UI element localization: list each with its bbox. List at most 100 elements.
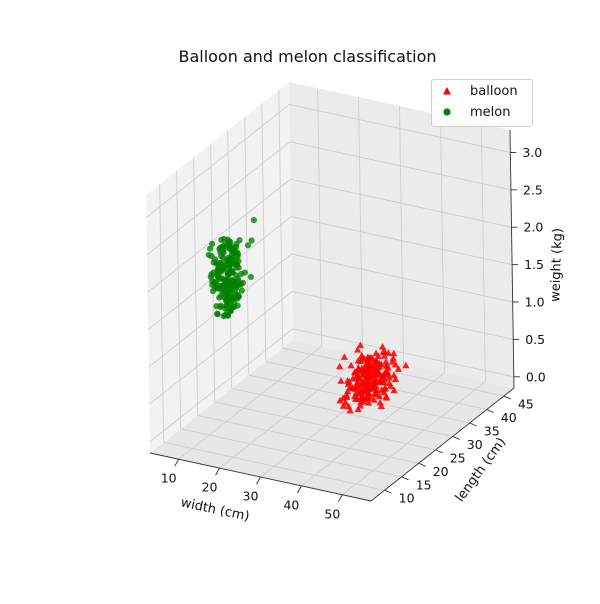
melon-point [224, 269, 231, 276]
balloon-point [358, 393, 366, 400]
melon-point [222, 297, 230, 304]
balloon-point [378, 343, 387, 350]
melon-point [218, 267, 226, 274]
balloon-point [346, 406, 354, 414]
balloon-point [377, 402, 385, 409]
balloon-point [385, 379, 394, 387]
balloon-point [339, 402, 347, 409]
balloon-point [344, 377, 352, 384]
balloon-point [356, 401, 364, 409]
y-tick-mark [384, 489, 392, 494]
y-tick-label: 10 [399, 491, 415, 506]
balloon-point [354, 405, 362, 413]
balloon-point [365, 365, 373, 372]
grid-line-z [147, 178, 291, 293]
balloon-point [351, 395, 360, 402]
x-tick-label: 10 [161, 471, 177, 486]
chart-title: Balloon and melon classification [178, 47, 437, 66]
x-tick-label: 20 [202, 480, 218, 495]
grid-line-y [261, 103, 267, 362]
y-tick-mark [452, 436, 460, 440]
legend-item-melon: melon [432, 102, 510, 122]
grid-line-x [480, 123, 486, 382]
grid-line-y [193, 157, 199, 416]
grid-line-z [291, 253, 513, 303]
balloon-point [374, 352, 382, 360]
balloon-point [389, 354, 397, 362]
melon-point [220, 255, 227, 262]
melon-point [248, 237, 255, 244]
grid-line-x [219, 354, 363, 469]
melon-point [214, 272, 221, 279]
melon-point [226, 245, 233, 252]
grid-line-y [282, 347, 504, 397]
y-tick-label: 30 [467, 437, 483, 452]
balloon-point [349, 374, 357, 382]
balloon-point [354, 367, 362, 375]
grid-line-x [178, 345, 322, 460]
grid-line-x [399, 105, 404, 365]
melon-point [214, 311, 221, 318]
z-tick-label: 2.5 [523, 182, 543, 197]
melon-point [239, 279, 247, 286]
grid-line-y [214, 401, 436, 451]
balloon-point [363, 382, 371, 389]
melon-point [230, 299, 237, 306]
balloon-point [379, 372, 387, 380]
axis-panes [146, 82, 514, 501]
grid-line-z [290, 178, 512, 228]
tick-labels: 102030405010152025303540450.00.51.01.52.… [161, 145, 546, 521]
balloon-point [391, 375, 400, 383]
balloon-point [356, 341, 365, 349]
balloon-point [354, 356, 362, 364]
melon-point [218, 236, 225, 244]
balloon-point [390, 349, 398, 357]
grid-line-z [289, 141, 512, 191]
z-axis-label: weight (kg) [548, 228, 566, 302]
balloon-point [336, 396, 344, 404]
grid-line-z [292, 290, 514, 340]
legend-label-melon: melon [470, 104, 511, 120]
grid-line-y [231, 387, 453, 437]
balloon-point [394, 365, 403, 372]
grid-line-y [197, 414, 419, 464]
grid-line-y [163, 441, 385, 491]
melon-point [223, 276, 230, 284]
grid-line-y [176, 170, 182, 429]
balloon-point [384, 363, 392, 371]
data-points [205, 216, 410, 414]
grid-line-z [146, 141, 291, 256]
grid-line-z [149, 328, 294, 443]
y-tick-label: 35 [484, 423, 500, 438]
balloon-point [382, 357, 390, 365]
balloon-point [381, 348, 389, 356]
balloon-point [402, 361, 410, 369]
y-tick-mark [469, 422, 477, 427]
grid-line-z [289, 103, 511, 153]
triangle-marker-icon [443, 87, 451, 95]
balloon-point [391, 360, 399, 368]
grid-line-x [358, 97, 364, 356]
melon-point [209, 287, 217, 295]
y-tick-label: 15 [416, 477, 432, 492]
balloon-point [343, 393, 351, 401]
y-tick-label: 25 [450, 450, 466, 465]
melon-point [233, 248, 240, 256]
x-axis-label: width (cm) [179, 495, 251, 524]
balloon-point [372, 368, 380, 376]
y-tick-label: 20 [433, 464, 449, 479]
melon-point [205, 251, 212, 259]
balloon-point [372, 390, 380, 398]
y-tick-mark [486, 409, 494, 413]
y-tick-label: 45 [518, 397, 534, 412]
balloon-point [364, 353, 372, 361]
melon-point [250, 216, 257, 224]
grid-line-x [439, 114, 445, 373]
balloon-point [368, 371, 376, 379]
x-tick-mark [174, 458, 180, 467]
x-tick-label: 40 [283, 497, 299, 512]
melon-point [226, 261, 233, 268]
balloon-point [337, 377, 345, 384]
